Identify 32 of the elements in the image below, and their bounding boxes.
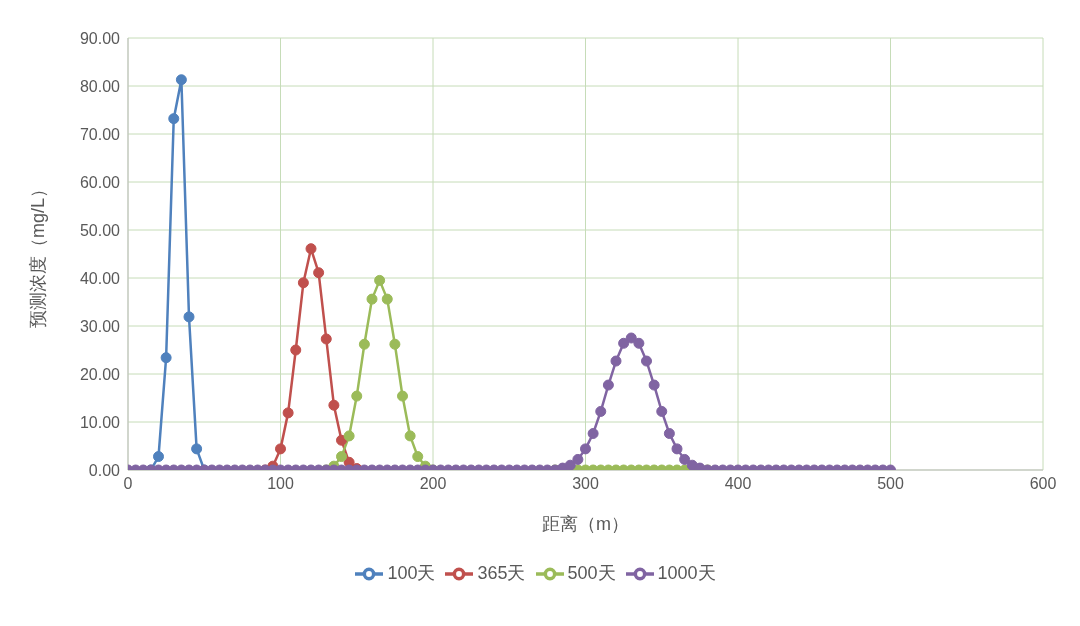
legend-label: 365天: [477, 562, 526, 583]
x-axis-title: 距离（m）: [542, 514, 629, 534]
x-tick-label: 400: [724, 475, 752, 493]
y-axis-title: 预测浓度（mg/L）: [28, 179, 49, 329]
y-tick-label: 90.00: [79, 29, 121, 47]
point: [183, 311, 195, 323]
point: [168, 113, 180, 125]
point: [381, 293, 393, 305]
point: [305, 243, 317, 255]
point: [313, 267, 325, 279]
x-tick-label: 0: [123, 475, 133, 493]
y-tick-label: 30.00: [79, 317, 121, 335]
point: [297, 277, 309, 289]
y-tick-label: 0.00: [88, 461, 121, 479]
legend-label: 1000天: [657, 562, 716, 583]
y-tick-label: 80.00: [79, 77, 121, 95]
y-tick-label: 60.00: [79, 173, 121, 191]
point: [175, 74, 187, 86]
point: [366, 293, 378, 305]
point: [374, 274, 386, 286]
x-tick-label: 600: [1029, 475, 1057, 493]
y-tick-label: 50.00: [79, 221, 121, 239]
x-tick-label: 200: [419, 475, 447, 493]
y-tick-label: 20.00: [79, 365, 121, 383]
y-tick-label: 70.00: [79, 125, 121, 143]
x-tick-label: 500: [877, 475, 904, 493]
legend-label: 100天: [387, 562, 436, 583]
legend-label: 500天: [567, 562, 616, 583]
x-tick-label: 300: [572, 475, 599, 493]
x-tick-label: 100: [267, 475, 294, 493]
y-tick-label: 40.00: [79, 269, 121, 287]
y-tick-label: 10.00: [79, 413, 121, 431]
